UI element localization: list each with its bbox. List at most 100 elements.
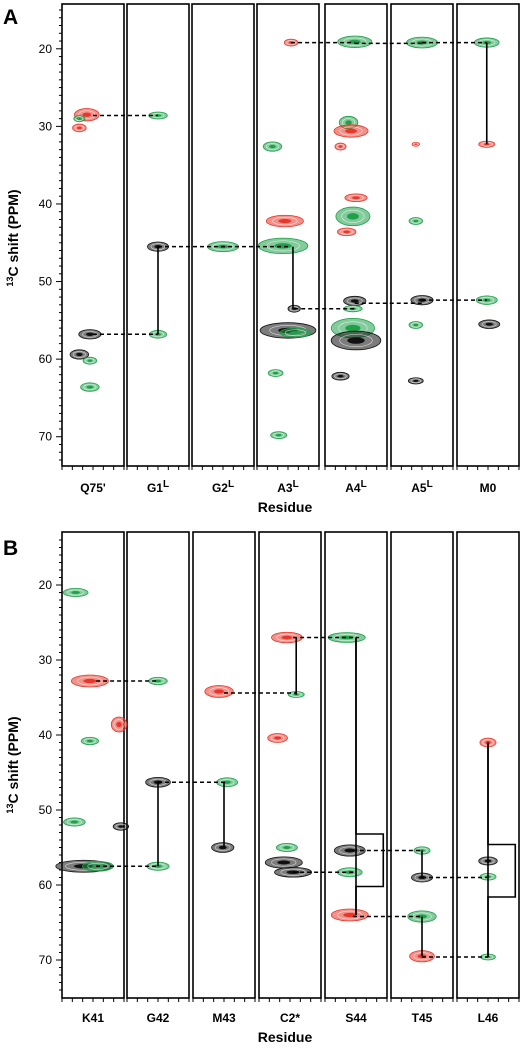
peak-green bbox=[262, 141, 283, 152]
peak-green bbox=[80, 382, 100, 392]
peak-contour-core bbox=[286, 870, 300, 874]
peak-contour-mid bbox=[410, 322, 421, 328]
y-axis-title: 13C shift (PPM) bbox=[5, 189, 21, 286]
peak-red bbox=[267, 733, 288, 743]
peak-contour-mid bbox=[339, 126, 363, 136]
peak-contour-core bbox=[86, 385, 94, 389]
residue-label: S44 bbox=[345, 1011, 367, 1025]
peak-contour-mid bbox=[82, 330, 98, 338]
peak-red bbox=[334, 142, 347, 151]
peak-red bbox=[265, 214, 304, 228]
y-tick-label: 60 bbox=[39, 878, 53, 892]
peak-contour-mid bbox=[219, 778, 235, 786]
peak-contour-mid bbox=[279, 844, 295, 851]
peak-contour-mid bbox=[339, 334, 373, 347]
peak-contour-core bbox=[154, 679, 162, 683]
peak-contour-core bbox=[85, 332, 94, 336]
peak-contour-mid bbox=[286, 39, 296, 46]
peak-contour-core bbox=[272, 371, 279, 375]
peak-red bbox=[344, 193, 368, 203]
peak-contour-mid bbox=[289, 306, 299, 312]
peak-contour-core bbox=[347, 337, 365, 344]
bracket-connector bbox=[487, 742, 517, 957]
peak-contour-mid bbox=[74, 125, 85, 131]
peak-contour-mid bbox=[72, 351, 86, 358]
peak-black bbox=[330, 330, 382, 351]
peak-green bbox=[216, 777, 239, 788]
peak-contour-mid bbox=[284, 329, 306, 337]
peak-contour-mid bbox=[336, 143, 345, 150]
peak-green bbox=[62, 587, 89, 598]
peak-green bbox=[327, 632, 366, 643]
peak-contour-mid bbox=[83, 383, 97, 391]
peak-contour-core bbox=[277, 860, 291, 865]
peak-contour-mid bbox=[270, 734, 285, 742]
peak-contour-core bbox=[87, 359, 93, 362]
peak-contour-core bbox=[274, 243, 292, 249]
peak-green bbox=[279, 327, 312, 338]
peak-green bbox=[408, 217, 424, 225]
peak-contour-core bbox=[76, 126, 82, 130]
peak-contour-mid bbox=[67, 589, 85, 596]
residue-label: T45 bbox=[412, 1011, 433, 1025]
peak-contour-mid bbox=[75, 116, 84, 121]
residue-label: A4L bbox=[345, 479, 366, 495]
peak-green bbox=[73, 115, 86, 123]
peak-contour-core bbox=[413, 323, 419, 327]
strip-frame bbox=[192, 531, 256, 999]
peak-contour-mid bbox=[85, 358, 95, 364]
peak-contour-core bbox=[345, 120, 352, 125]
peak-contour-mid bbox=[266, 143, 279, 150]
peak-green bbox=[267, 369, 284, 377]
peak-green bbox=[63, 817, 86, 827]
peak-contour-core bbox=[275, 433, 282, 437]
strip-frame bbox=[456, 3, 520, 467]
residue-label: Q75' bbox=[80, 481, 106, 495]
peak-contour-mid bbox=[341, 868, 359, 876]
peak-black bbox=[478, 319, 501, 329]
y-tick-label: 40 bbox=[39, 197, 53, 211]
y-tick-label: 60 bbox=[39, 352, 53, 366]
peak-contour-core bbox=[350, 299, 359, 303]
peak-green bbox=[80, 736, 99, 746]
y-tick-label: 20 bbox=[39, 42, 53, 56]
peak-red bbox=[270, 631, 303, 644]
residue-label: C2* bbox=[280, 1011, 300, 1025]
peak-contour-mid bbox=[481, 321, 497, 328]
peak-red bbox=[330, 908, 369, 922]
peak-green bbox=[82, 356, 98, 365]
peak-red bbox=[204, 685, 234, 698]
peak-contour-mid bbox=[87, 862, 109, 870]
peak-black bbox=[331, 371, 350, 381]
peak-contour-core bbox=[413, 379, 419, 382]
peak-contour-core bbox=[71, 591, 80, 594]
peak-contour-core bbox=[340, 635, 354, 640]
peak-contour-mid bbox=[66, 818, 82, 826]
peak-red bbox=[411, 141, 420, 147]
peak-black bbox=[333, 844, 366, 857]
peak-contour-core bbox=[218, 845, 227, 850]
peak-contour-core bbox=[337, 374, 344, 378]
peak-contour-mid bbox=[151, 678, 165, 684]
y-tick-label: 50 bbox=[39, 275, 53, 289]
y-tick-label: 30 bbox=[39, 653, 53, 667]
peak-black bbox=[69, 349, 90, 360]
peak-green bbox=[408, 321, 424, 329]
residue-label: K41 bbox=[82, 1011, 104, 1025]
peak-contour-mid bbox=[266, 240, 300, 252]
peak-contour-core bbox=[274, 736, 282, 740]
peak-contour-mid bbox=[83, 738, 96, 744]
residue-label: G2L bbox=[212, 479, 234, 495]
peak-contour-core bbox=[281, 635, 293, 640]
peak-contour-core bbox=[283, 846, 291, 849]
peak-contour-core bbox=[118, 825, 124, 828]
peak-contour-mid bbox=[212, 243, 234, 251]
peak-contour-mid bbox=[340, 229, 354, 235]
peak-contour-mid bbox=[77, 676, 103, 686]
bracket-connector bbox=[355, 637, 385, 915]
peak-contour-mid bbox=[272, 216, 298, 226]
y-tick-label: 20 bbox=[39, 578, 53, 592]
y-tick-label: 40 bbox=[39, 728, 53, 742]
peak-contour-core bbox=[82, 112, 92, 117]
peak-contour-core bbox=[278, 218, 292, 224]
